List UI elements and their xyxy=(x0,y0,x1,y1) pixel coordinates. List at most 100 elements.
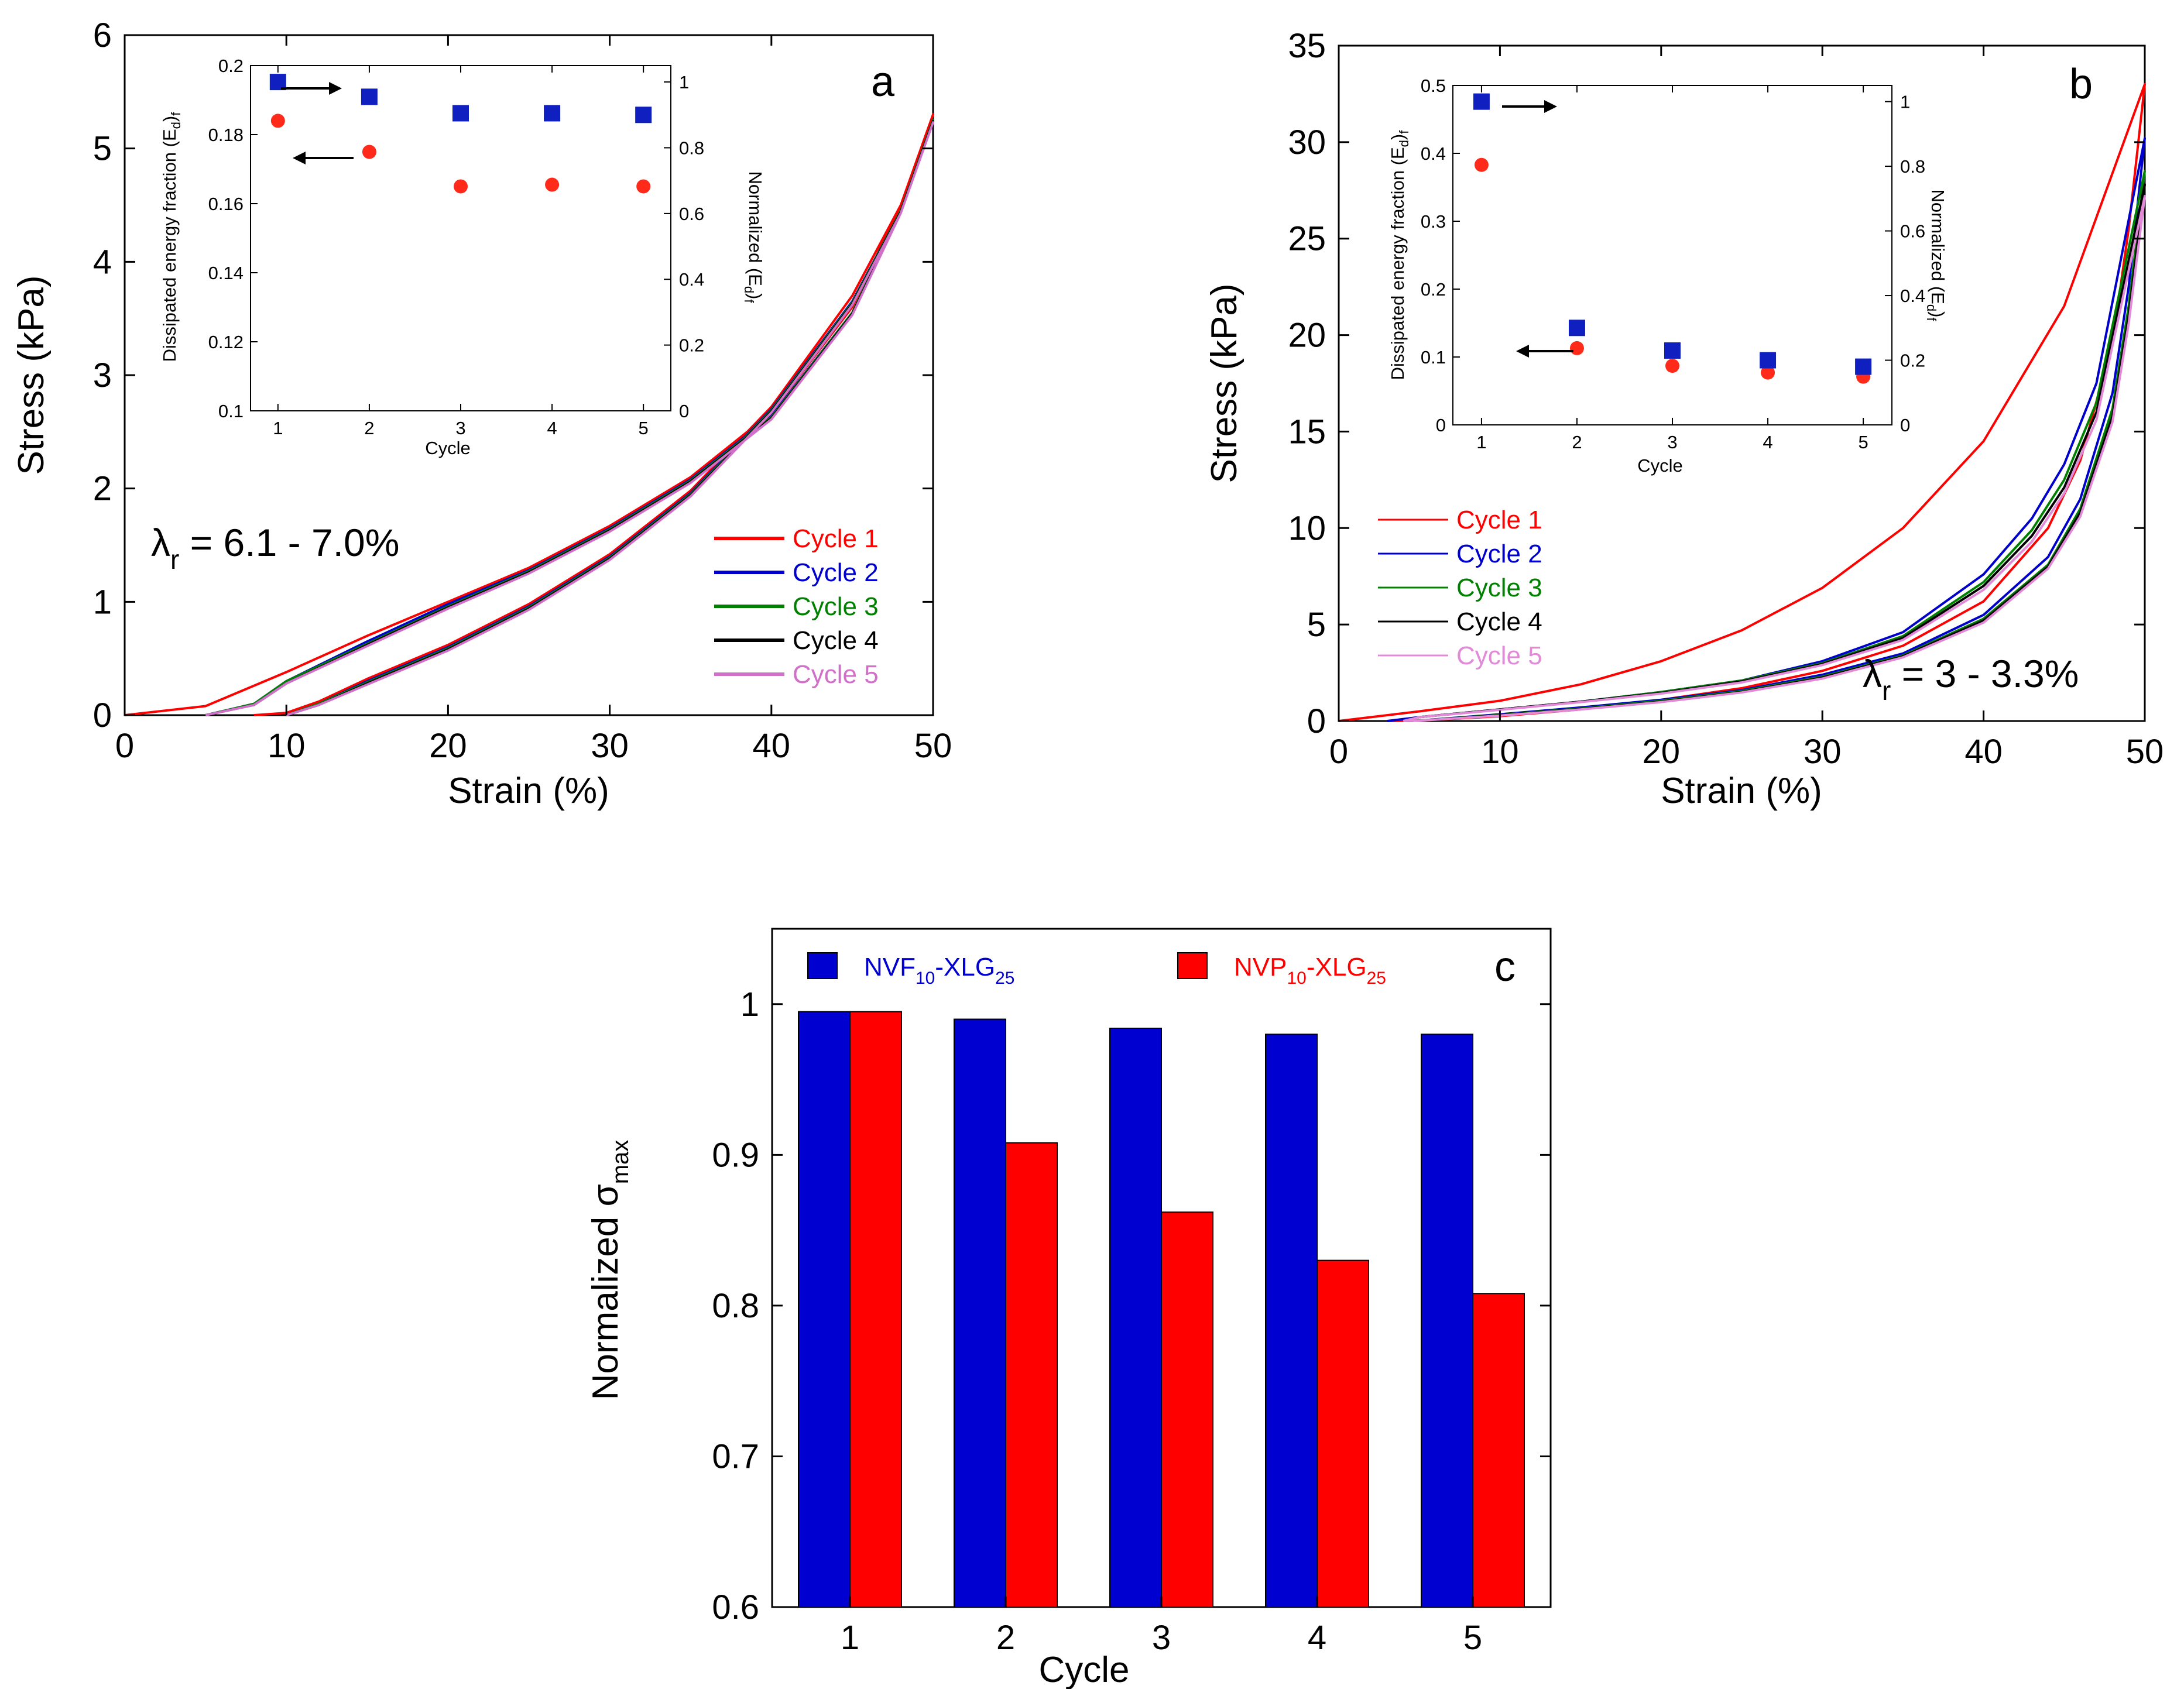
y-tick-label: 0 xyxy=(93,696,112,734)
panel-b-inset-y-left-main: Dissipated energy fraction (E xyxy=(1387,147,1408,380)
inset-y-right-tick-label: 0 xyxy=(679,401,689,421)
series-line-cycle-5 xyxy=(1403,195,2146,722)
panel-b-inset-points xyxy=(1473,93,1872,384)
inset-point-normalized xyxy=(635,107,652,123)
inset-x-tick-label: 1 xyxy=(273,418,283,438)
panel-b-inset-right-arrow xyxy=(1502,100,1557,113)
y-tick-label: 0.8 xyxy=(712,1287,759,1325)
panel-c-chart: 0.6 0.7 0.8 0.9 1 1 2 3 4 5 Cycle Normalized σmax… xyxy=(585,928,1552,1689)
series-line-cycle-3 xyxy=(1403,170,2146,722)
inset-x-tick-label: 4 xyxy=(1763,432,1772,452)
panel-a-lambda-text: = 6.1 - 7.0% xyxy=(179,521,399,564)
inset-point-normalized xyxy=(361,88,378,105)
legend-label-cycle-2: Cycle 2 xyxy=(1456,540,1542,568)
legend-label-cycle-4: Cycle 4 xyxy=(1456,607,1542,636)
inset-y-right-tick-label: 1 xyxy=(679,72,689,92)
bar-nvf-cycle-1 xyxy=(798,1011,851,1608)
legend-sub: 10 xyxy=(916,969,935,988)
x-tick-label: 40 xyxy=(1964,733,2003,771)
panel-a-curves xyxy=(124,113,934,716)
inset-point-normalized xyxy=(1664,342,1681,359)
inset-x-tick-label: 3 xyxy=(455,418,465,438)
x-tick-label: 4 xyxy=(1308,1619,1326,1657)
legend-sub: 25 xyxy=(995,969,1014,988)
panel-c-letter: c xyxy=(1494,943,1516,990)
x-tick-label: 0 xyxy=(115,727,134,765)
x-tick-label: 50 xyxy=(914,727,952,765)
panel-b-inset-y-right-sub2: f xyxy=(1924,317,1939,321)
legend-label-cycle-5: Cycle 5 xyxy=(793,660,879,689)
y-tick-label: 4 xyxy=(93,243,112,281)
inset-point-energy-fraction xyxy=(1474,157,1489,172)
panel-b-lambda-symbol: λ xyxy=(1863,652,1882,695)
y-tick-label: 0.7 xyxy=(712,1437,759,1475)
panel-b-inset-y-right-end: ) xyxy=(1928,311,1948,317)
y-tick-label: 35 xyxy=(1288,27,1326,65)
inset-y-right-tick-label: 0 xyxy=(1900,415,1910,435)
inset-y-right-tick-label: 0.8 xyxy=(679,138,704,158)
panel-a-inset-ticks: 1 2 3 4 5 0.1 0.12 0.14 0.16 0.18 0.2 0 0.2 0.4 0.6 0.8… xyxy=(208,56,704,438)
x-tick-label: 30 xyxy=(1804,733,1842,771)
panel-a-inset-y-left-sub: d xyxy=(169,122,183,129)
legend-sub: 25 xyxy=(1367,969,1386,988)
y-tick-label: 0 xyxy=(1307,702,1326,740)
legend-label-cycle-2: Cycle 2 xyxy=(793,558,879,587)
panel-a-x-axis-title: Strain (%) xyxy=(448,771,609,811)
y-tick-label: 6 xyxy=(93,16,112,54)
inset-point-energy-fraction xyxy=(1761,365,1775,380)
inset-x-tick-label: 2 xyxy=(1572,432,1582,452)
panel-a-inset-y-right-main: Normalized (E xyxy=(745,171,766,286)
panel-c-y-axis-title-main: Normalized σ xyxy=(585,1184,626,1400)
panel-b-curves xyxy=(1338,83,2146,722)
panel-a-inset-y-left-sub2: f xyxy=(169,112,183,116)
inset-y-left-tick-label: 0.4 xyxy=(1421,143,1446,164)
panel-c-bars xyxy=(798,1011,1525,1608)
y-tick-label: 5 xyxy=(1307,606,1326,644)
y-tick-label: 15 xyxy=(1288,413,1326,451)
inset-point-energy-fraction xyxy=(1665,359,1679,373)
panel-b-lambda-annotation: λr = 3 - 3.3% xyxy=(1863,652,2079,706)
legend-label-cycle-3: Cycle 3 xyxy=(1456,574,1542,602)
panel-b-inset-left-arrow xyxy=(1516,345,1573,358)
series-line-cycle-1 xyxy=(124,113,934,716)
legend-label-cycle-3: Cycle 3 xyxy=(793,592,879,621)
inset-point-normalized xyxy=(1855,358,1872,375)
inset-y-right-tick-label: 1 xyxy=(1900,92,1910,112)
y-tick-label: 0.9 xyxy=(712,1136,759,1174)
y-tick-label: 20 xyxy=(1288,317,1326,355)
x-tick-label: 2 xyxy=(996,1619,1015,1657)
x-tick-label: 20 xyxy=(1643,733,1681,771)
x-tick-label: 40 xyxy=(753,727,791,765)
inset-y-right-tick-label: 0.4 xyxy=(679,269,704,290)
bar-nvp-cycle-3 xyxy=(1161,1211,1213,1608)
y-tick-label: 25 xyxy=(1288,220,1326,258)
panel-a-inset-y-left-end: ) xyxy=(159,116,180,122)
panel-c-y-axis-title-sub: max xyxy=(608,1140,633,1185)
panel-a-inset-y-right-end: ) xyxy=(745,293,766,299)
inset-point-normalized xyxy=(1473,93,1490,110)
x-tick-label: 10 xyxy=(268,727,306,765)
panel-b-inset: 1 2 3 4 5 0 0.1 0.2 0.3 0.4 0.5 0 0.2 0.4 0.6 0.8 1 Cycl… xyxy=(1387,75,1948,476)
panel-a-lambda-symbol: λ xyxy=(151,521,170,564)
legend-label-nvf: NVF10-XLG25 xyxy=(864,953,1014,988)
inset-x-tick-label: 5 xyxy=(639,418,649,438)
inset-point-normalized xyxy=(452,105,469,122)
panel-b-inset-y-left-end: ) xyxy=(1387,134,1408,140)
panel-b-inset-frame xyxy=(1452,85,1892,425)
panel-b-inset-x-title: Cycle xyxy=(1637,455,1683,476)
panel-a-inset-y-right-title: Normalized (Ed)f xyxy=(742,171,766,303)
panel-a-inset-left-arrow xyxy=(293,152,354,164)
bar-nvf-cycle-5 xyxy=(1421,1034,1473,1608)
inset-point-energy-fraction xyxy=(636,179,651,194)
panel-a-inset-y-left-main: Dissipated energy fraction (E xyxy=(159,129,180,362)
y-tick-label: 0.6 xyxy=(712,1588,759,1626)
y-tick-label: 1 xyxy=(740,986,759,1024)
panel-b-inset-y-right-main: Normalized (E xyxy=(1928,189,1948,304)
panel-a-inset-points xyxy=(269,74,652,194)
inset-y-left-tick-label: 0.5 xyxy=(1421,75,1446,96)
panel-b-inset-y-right-sub: d xyxy=(1924,304,1939,311)
series-line-cycle-5 xyxy=(205,121,934,716)
panel-c-ticks: 0.6 0.7 0.8 0.9 1 1 2 3 4 5 xyxy=(712,986,1551,1657)
